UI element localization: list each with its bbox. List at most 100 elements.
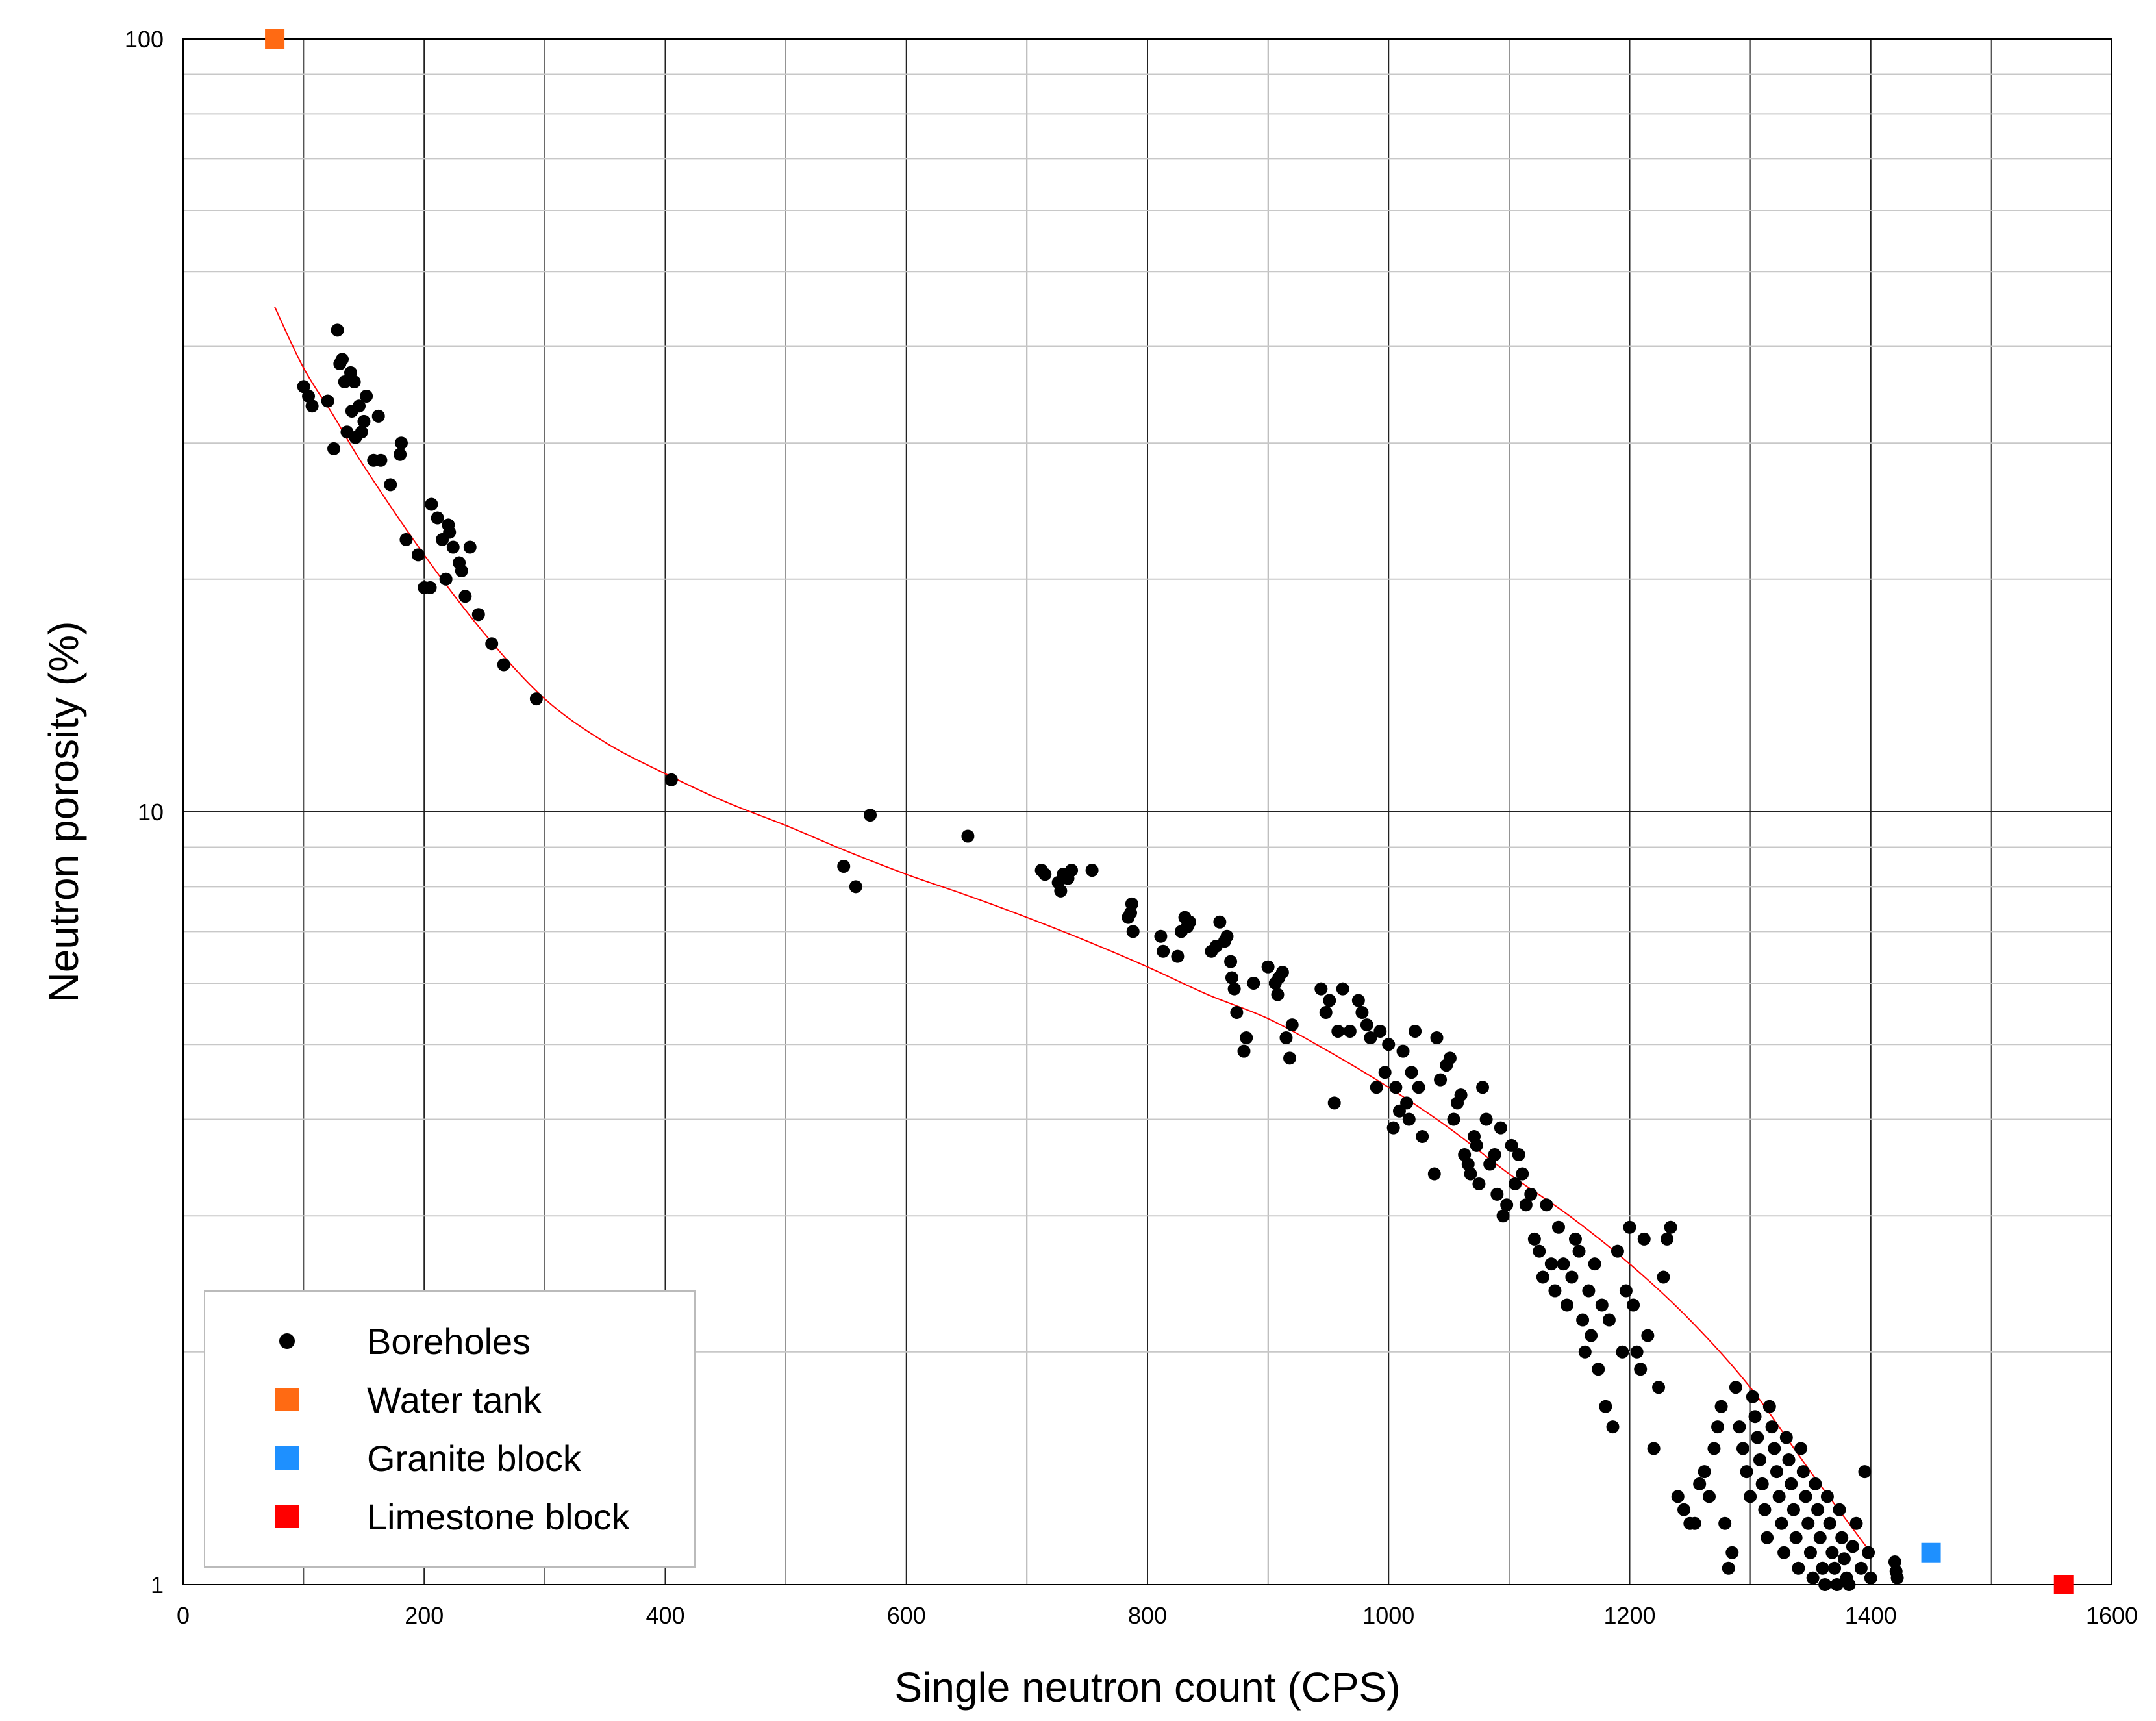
- boreholes-point: [1183, 915, 1196, 929]
- x-tick-label: 400: [646, 1602, 684, 1629]
- boreholes-point: [446, 540, 460, 554]
- boreholes-point: [1733, 1420, 1746, 1434]
- boreholes-point: [1792, 1561, 1805, 1575]
- boreholes-point: [1858, 1465, 1872, 1479]
- boreholes-point: [1718, 1516, 1732, 1530]
- boreholes-point: [1351, 994, 1365, 1007]
- x-tick-label: 800: [1128, 1602, 1167, 1629]
- boreholes-point: [1762, 1400, 1776, 1413]
- boreholes-point: [1430, 1031, 1444, 1044]
- boreholes-point: [1336, 982, 1349, 996]
- boreholes-point: [1472, 1177, 1486, 1190]
- boreholes-point: [1551, 1220, 1565, 1234]
- boreholes-point: [305, 399, 319, 413]
- legend-label-water-tank: Water tank: [367, 1379, 542, 1420]
- boreholes-point: [347, 375, 361, 388]
- boreholes-point: [497, 658, 510, 672]
- boreholes-point: [1813, 1531, 1827, 1544]
- boreholes-point: [1758, 1503, 1772, 1516]
- boreholes-point: [1054, 884, 1068, 898]
- boreholes-point: [1568, 1232, 1582, 1246]
- boreholes-point: [1782, 1453, 1796, 1466]
- boreholes-point: [864, 809, 877, 822]
- grid: [183, 39, 2112, 1585]
- x-tick-label: 200: [405, 1602, 444, 1629]
- boreholes-point: [1661, 1232, 1674, 1246]
- boreholes-point: [1343, 1024, 1357, 1038]
- boreholes-point: [1592, 1363, 1605, 1376]
- boreholes-point: [1247, 977, 1260, 990]
- boreholes-point: [1794, 1442, 1808, 1455]
- boreholes-point: [1816, 1561, 1829, 1575]
- boreholes-point: [374, 453, 388, 467]
- boreholes-point: [1703, 1490, 1716, 1503]
- boreholes-point: [1470, 1138, 1483, 1152]
- water-tank-point: [265, 29, 285, 49]
- boreholes-point: [1494, 1121, 1507, 1135]
- x-tick-label: 600: [887, 1602, 926, 1629]
- boreholes-point: [321, 394, 334, 408]
- boreholes-point: [1505, 1138, 1518, 1152]
- boreholes-point: [1599, 1400, 1612, 1413]
- y-tick-label: 1: [151, 1572, 164, 1598]
- boreholes-point: [1801, 1516, 1815, 1530]
- boreholes-point: [1748, 1410, 1762, 1424]
- boreholes-point: [1065, 864, 1079, 877]
- boreholes-point: [1811, 1503, 1825, 1516]
- boreholes-point: [1373, 1024, 1387, 1038]
- boreholes-point: [1820, 1490, 1834, 1503]
- boreholes-point: [1864, 1571, 1877, 1585]
- boreholes-point: [1835, 1531, 1849, 1544]
- boreholes-point: [1224, 955, 1238, 968]
- boreholes-point: [1746, 1390, 1759, 1403]
- boreholes-point: [357, 414, 371, 428]
- boreholes-point: [1693, 1477, 1707, 1490]
- x-tick-label: 0: [177, 1602, 190, 1629]
- boreholes-point: [1443, 1051, 1457, 1065]
- boreholes-point: [1842, 1578, 1856, 1591]
- boreholes-point: [1854, 1561, 1868, 1575]
- boreholes-point: [1548, 1284, 1562, 1298]
- boreholes-point: [327, 442, 341, 455]
- x-tick-label: 1000: [1362, 1602, 1414, 1629]
- boreholes-point: [1688, 1516, 1701, 1530]
- boreholes-point: [1602, 1313, 1616, 1327]
- boreholes-point: [1227, 982, 1241, 996]
- limestone-block-point: [2053, 1575, 2074, 1594]
- legend-marker-limestone-block: [275, 1505, 299, 1528]
- boreholes-point: [1657, 1270, 1670, 1284]
- x-tick-label: 1200: [1603, 1602, 1655, 1629]
- boreholes-point: [1698, 1465, 1711, 1479]
- boreholes-point: [1736, 1442, 1749, 1455]
- boreholes-point: [1557, 1257, 1570, 1271]
- boreholes-point: [1213, 915, 1227, 929]
- boreholes-point: [1220, 929, 1234, 943]
- x-axis-title: Single neutron count (CPS): [894, 1664, 1400, 1711]
- boreholes-point: [1652, 1381, 1666, 1394]
- boreholes-point: [1806, 1571, 1820, 1585]
- boreholes-point: [1464, 1167, 1477, 1181]
- boreholes-point: [1038, 868, 1052, 881]
- boreholes-point: [1237, 1044, 1251, 1058]
- boreholes-point: [297, 380, 310, 394]
- boreholes-point: [394, 447, 407, 461]
- boreholes-point: [1524, 1187, 1538, 1201]
- boreholes-point: [1606, 1420, 1620, 1434]
- boreholes-point: [1755, 1477, 1769, 1490]
- boreholes-point: [1751, 1431, 1764, 1444]
- boreholes-point: [1283, 1051, 1297, 1065]
- boreholes-point: [1777, 1546, 1791, 1559]
- boreholes-point: [1496, 1209, 1510, 1223]
- boreholes-point: [1527, 1232, 1541, 1246]
- y-tick-label: 10: [138, 799, 164, 825]
- boreholes-point: [1319, 1005, 1333, 1019]
- legend-marker-water-tank: [275, 1388, 299, 1411]
- boreholes-point: [1171, 949, 1185, 963]
- boreholes-point: [1412, 1081, 1425, 1094]
- legend-marker-granite-block: [275, 1446, 299, 1470]
- boreholes-point: [1711, 1420, 1725, 1434]
- boreholes-point: [1230, 1005, 1244, 1019]
- boreholes-point: [1154, 929, 1168, 943]
- boreholes-point: [443, 525, 457, 539]
- boreholes-point: [1707, 1442, 1721, 1455]
